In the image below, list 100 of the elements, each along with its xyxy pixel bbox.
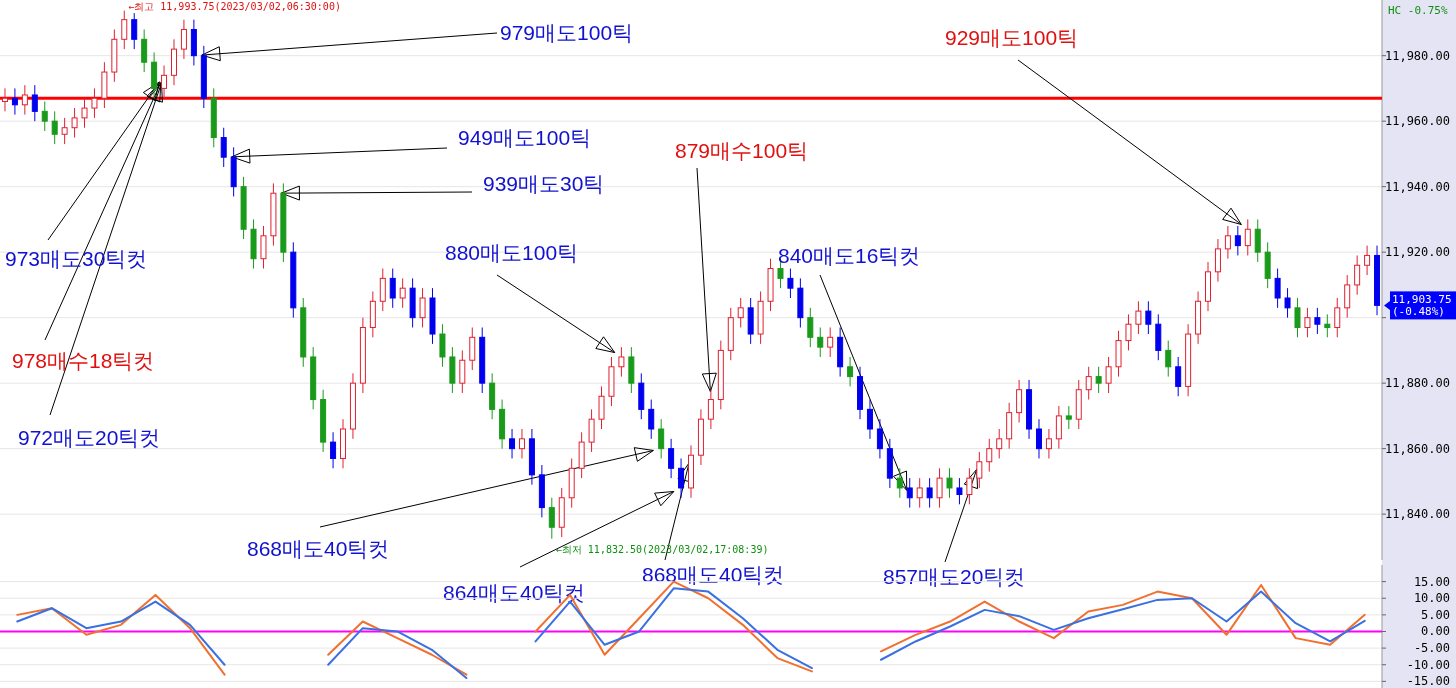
candlestick: [588, 408, 595, 453]
annotation: 868매도40틱컷: [247, 537, 390, 560]
candlestick: [678, 457, 685, 499]
y-tick-label: -15.00: [1406, 674, 1450, 688]
candlestick: [1314, 307, 1321, 335]
annotation: 949매도100틱: [458, 126, 592, 149]
candlestick: [876, 418, 883, 459]
candlestick: [936, 467, 943, 509]
candlestick: [1165, 340, 1172, 378]
y-tick-label: 11,940.00: [1384, 179, 1450, 194]
y-tick-label: 5.00: [1421, 607, 1450, 622]
annotation: 972매도20틱컷: [18, 426, 161, 449]
candlestick: [379, 268, 386, 312]
y-tick-label: -10.00: [1406, 657, 1450, 672]
text: HC -0.75%: [1388, 4, 1448, 17]
candlestick: [51, 110, 58, 145]
candlestick: [1324, 313, 1331, 338]
candlestick: [1085, 366, 1092, 401]
annotation: 929매도100틱: [945, 26, 1079, 49]
candlestick: [976, 451, 983, 489]
candlestick: [866, 399, 873, 440]
candlestick: [737, 297, 744, 328]
candlestick: [658, 418, 665, 459]
candlestick: [1364, 245, 1371, 276]
candlestick: [946, 467, 953, 499]
candlestick: [509, 428, 516, 459]
text: 11,903.75 (-0.48%): [1392, 293, 1452, 319]
candlestick: [1224, 225, 1231, 260]
candlestick: [906, 477, 913, 509]
candlestick: [1055, 405, 1062, 450]
candlestick: [1095, 366, 1102, 394]
annotation: 864매도40틱컷: [443, 581, 586, 604]
candlestick: [1244, 218, 1251, 256]
candlestick: [787, 268, 794, 299]
candlestick: [439, 323, 446, 368]
candlestick: [926, 477, 933, 509]
candlestick: [648, 399, 655, 440]
candlestick: [1135, 300, 1142, 335]
candlestick: [1065, 405, 1072, 430]
candlestick: [21, 84, 28, 116]
candlestick: [1294, 297, 1301, 338]
candlestick: [389, 268, 396, 309]
candlestick: [996, 428, 1003, 459]
y-tick-label: 0.00: [1421, 624, 1450, 639]
candlestick: [548, 497, 555, 540]
candlestick: [1234, 225, 1241, 256]
y-tick-label: 11,960.00: [1384, 114, 1450, 129]
candlestick: [956, 477, 963, 505]
candlestick: [1254, 218, 1261, 263]
candlestick: [518, 428, 525, 459]
candlestick: [141, 28, 148, 73]
annotation: 868매도40틱컷: [642, 563, 785, 586]
candlestick: [180, 19, 187, 60]
candlestick: [1, 87, 8, 112]
y-tick-label: 11,880.00: [1384, 376, 1450, 391]
candlestick: [81, 97, 88, 129]
candlestick: [916, 477, 923, 509]
candlestick: [330, 431, 337, 469]
y-tick-label: 11,980.00: [1384, 48, 1450, 63]
candlestick: [71, 107, 78, 139]
annotation: 840매도16틱컷: [778, 244, 921, 267]
candlestick: [1304, 307, 1311, 338]
candlestick: [1045, 428, 1052, 459]
candlestick: [131, 12, 138, 50]
annotation: 880매도100틱: [445, 241, 579, 264]
candlestick: [419, 287, 426, 328]
candlestick: [1175, 356, 1182, 397]
candlestick: [1125, 313, 1132, 351]
candlestick: [896, 467, 903, 499]
y-tick-label: 11,920.00: [1384, 245, 1450, 260]
candlestick: [91, 87, 98, 119]
candlestick: [1105, 356, 1112, 394]
candlestick: [220, 127, 227, 168]
annotation: 979매도100틱: [500, 21, 634, 44]
y-tick-label: 10.00: [1413, 591, 1450, 606]
candlestick: [1214, 238, 1221, 283]
candlestick: [41, 101, 48, 132]
candlestick: [31, 84, 38, 122]
candlestick: [817, 326, 824, 358]
candlestick: [1284, 287, 1291, 319]
y-tick-label: 11,860.00: [1384, 441, 1450, 456]
y-tick-label: -5.00: [1413, 641, 1450, 656]
annotation: 939매도30틱: [483, 172, 605, 195]
candlestick: [1334, 297, 1341, 338]
candlestick: [618, 346, 625, 378]
candlestick: [11, 87, 18, 116]
annotation: 879매수100틱: [675, 139, 809, 162]
annotation: ←최고 11,993.75(2023/03/02,06:30:00): [128, 0, 341, 12]
candlestick: [966, 467, 973, 505]
candlestick: [61, 117, 68, 145]
candlestick: [469, 326, 476, 371]
y-tick-label: 11,840.00: [1384, 507, 1450, 522]
candlestick: [1145, 300, 1152, 335]
candlestick: [459, 349, 466, 394]
y-tick-label: 15.00: [1413, 574, 1450, 589]
candlestick: [161, 65, 168, 99]
candlestick: [260, 225, 267, 270]
candlestick: [1274, 268, 1281, 309]
candlestick: [807, 307, 814, 348]
candlestick: [668, 438, 675, 479]
